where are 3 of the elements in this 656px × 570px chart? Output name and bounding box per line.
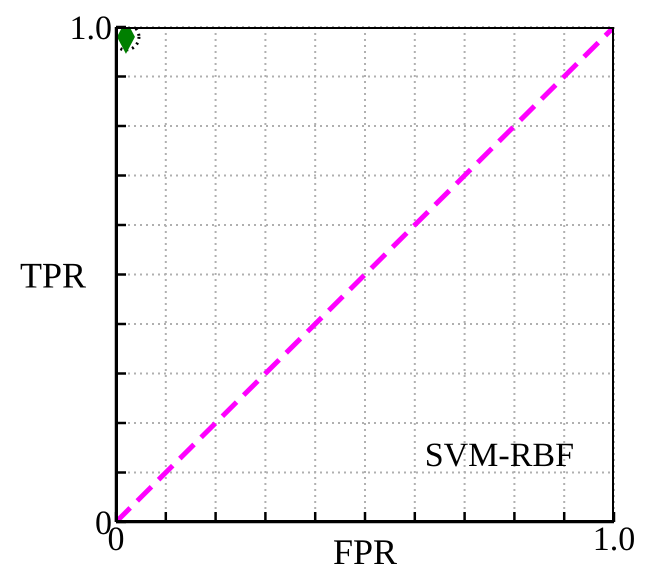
annotation: SVM-RBF: [424, 437, 574, 475]
y-axis-title: TPR: [20, 255, 86, 296]
x-axis-title: FPR: [332, 532, 398, 570]
